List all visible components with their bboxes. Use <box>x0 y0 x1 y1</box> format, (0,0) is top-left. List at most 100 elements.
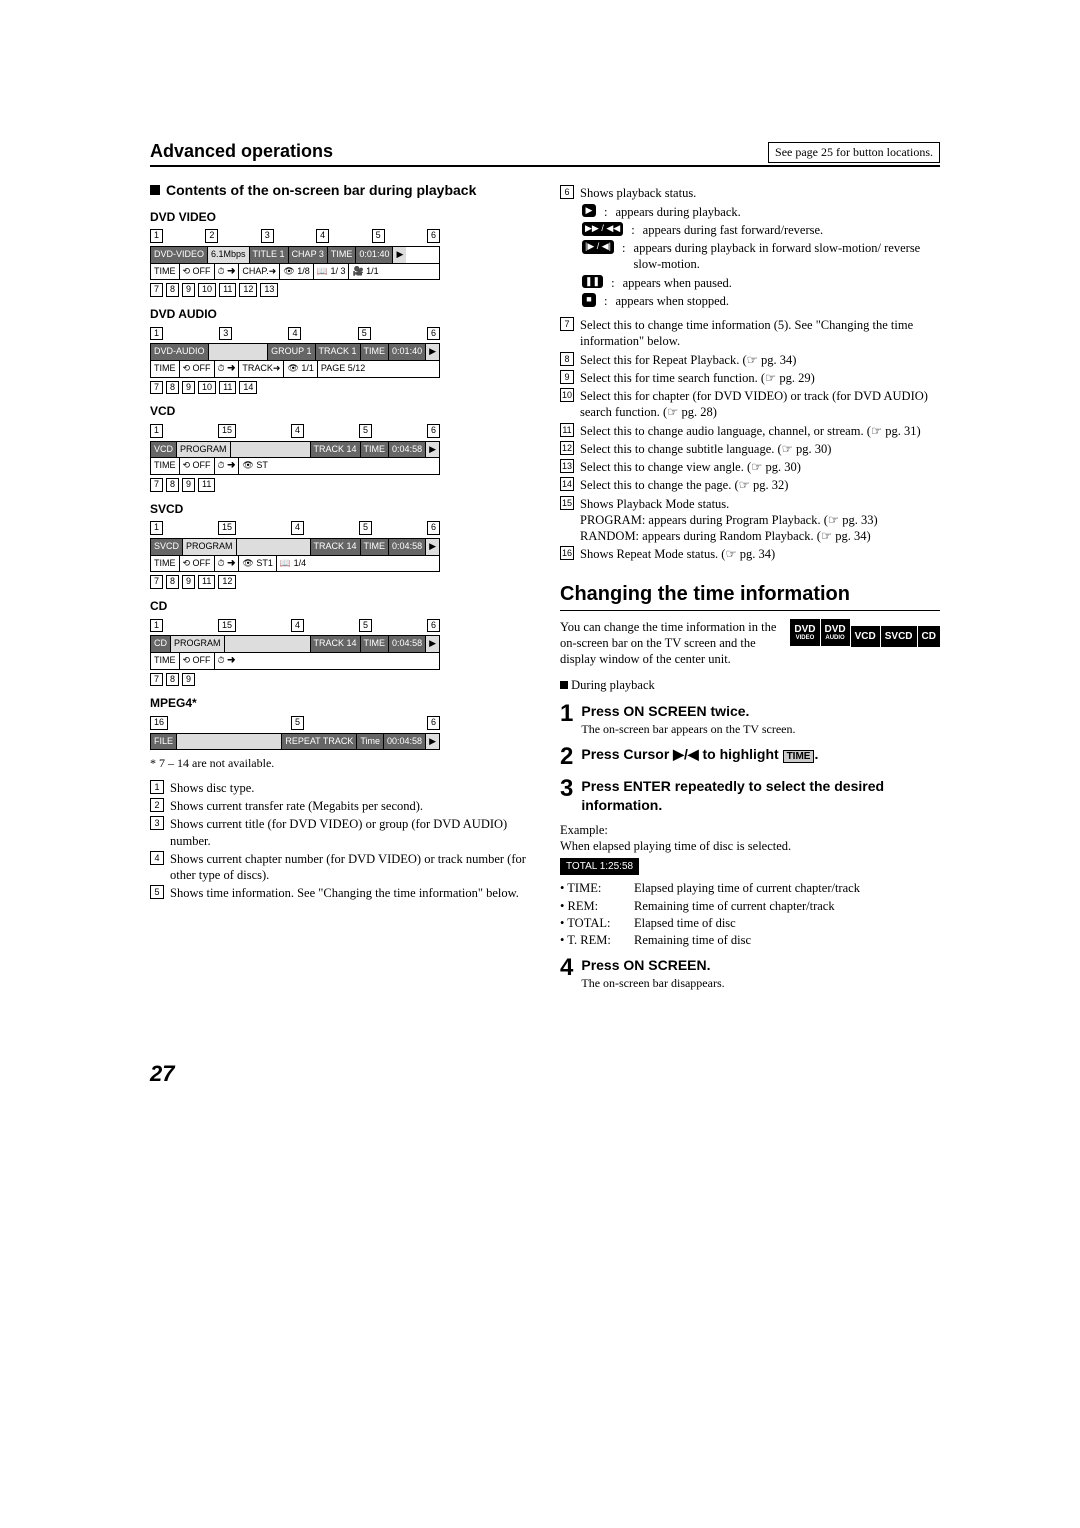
list-number: 16 <box>560 546 574 560</box>
playback-status-icon: ▶▶ / ◀◀ <box>582 222 623 236</box>
status-row: |▶ / ◀|:appears during playback in forwa… <box>582 240 940 273</box>
top-legend: 1656 <box>150 716 440 730</box>
definition-row: • REM:Remaining time of current chapter/… <box>560 898 940 914</box>
time-highlight: TIME <box>783 750 815 763</box>
def-term: • TIME: <box>560 880 630 896</box>
disc-label: SVCD <box>150 502 530 518</box>
list-text: Shows current title (for DVD VIDEO) or g… <box>170 816 530 849</box>
bottom-legend: 78911 <box>150 478 310 492</box>
list-number: 2 <box>150 798 164 812</box>
disc-label: MPEG4* <box>150 696 530 712</box>
list-number: 14 <box>560 477 574 491</box>
list-item: 13 Select this to change view angle. (☞ p… <box>560 459 940 475</box>
list-number: 13 <box>560 459 574 473</box>
def-value: Elapsed playing time of current chapter/… <box>634 880 860 896</box>
list-number: 15 <box>560 496 574 510</box>
list-text: Select this for chapter (for DVD VIDEO) … <box>580 388 940 421</box>
def-term: • REM: <box>560 898 630 914</box>
bottom-legend: 789 <box>150 673 270 687</box>
osd-bar-row2: TIME⟲ OFF⏱ ➜CHAP.➜👁 1/8📖 1/ 3🎥 1/1 <box>150 264 440 281</box>
during-playback: During playback <box>560 677 940 693</box>
page-reference-box: See page 25 for button locations. <box>768 142 940 164</box>
list-item: 16Shows Repeat Mode status. (☞ pg. 34) <box>560 546 940 562</box>
list-text: Shows current transfer rate (Megabits pe… <box>170 798 423 814</box>
example-label: Example: <box>560 822 940 838</box>
osd-bar-row1: DVD-VIDEO6.1MbpsTITLE 1CHAP 3TIME0:01:40… <box>150 246 440 264</box>
section-time-heading: Changing the time information <box>560 581 940 611</box>
playback-status-icon: ❚❚ <box>582 275 603 289</box>
format-badge: SVCD <box>881 626 917 647</box>
bottom-legend: 789101114 <box>150 381 390 395</box>
def-value: Remaining time of disc <box>634 932 751 948</box>
list-item: 15Shows Playback Mode status.PROGRAM: ap… <box>560 496 940 545</box>
list-item: 10 Select this for chapter (for DVD VIDEO… <box>560 388 940 421</box>
step-number: 1 <box>560 702 573 738</box>
list-text: Select this to change the page. (☞ pg. 3… <box>580 477 788 493</box>
top-legend: 115456 <box>150 424 440 438</box>
step: 3Press ENTER repeatedly to select the de… <box>560 777 940 813</box>
status-text: appears during playback in forward slow-… <box>634 240 940 273</box>
square-bullet-icon <box>560 681 568 689</box>
list-number: 3 <box>150 816 164 830</box>
def-value: Elapsed time of disc <box>634 915 736 931</box>
osd-bar-row2: TIME⟲ OFF⏱ ➜👁 ST1📖 1/4 <box>150 556 440 573</box>
list-number: 1 <box>150 780 164 794</box>
osd-bar-row2: TIME⟲ OFF⏱ ➜ <box>150 653 440 670</box>
left-column: Contents of the on-screen bar during pla… <box>150 177 530 1000</box>
list-number: 10 <box>560 388 574 402</box>
step: 2Press Cursor ▶/◀ to highlight TIME. <box>560 745 940 769</box>
list-number: 5 <box>150 885 164 899</box>
definition-row: • TOTAL:Elapsed time of disc <box>560 915 940 931</box>
osd-bar-row2: TIME⟲ OFF⏱ ➜👁 ST <box>150 458 440 475</box>
playback-status-icon: |▶ / ◀| <box>582 240 614 254</box>
content-columns: Contents of the on-screen bar during pla… <box>150 177 940 1000</box>
format-badge: CD <box>918 626 940 647</box>
list-item: 14 Select this to change the page. (☞ pg.… <box>560 477 940 493</box>
list-number: 4 <box>150 851 164 865</box>
top-legend: 123456 <box>150 229 440 243</box>
list-text: Select this to change time information (… <box>580 317 940 350</box>
top-legend: 115456 <box>150 619 440 633</box>
top-legend: 115456 <box>150 521 440 535</box>
list-text: Select this for Repeat Playback. (☞ pg. … <box>580 352 796 368</box>
list-number: 9 <box>560 370 574 384</box>
status-row: ▶▶ / ◀◀:appears during fast forward/reve… <box>582 222 940 238</box>
format-badge: DVDAUDIO <box>821 619 850 647</box>
disc-label: DVD VIDEO <box>150 210 530 226</box>
list-item: 2 Shows current transfer rate (Megabits p… <box>150 798 530 814</box>
list-number: 12 <box>560 441 574 455</box>
list-item: 12Select this to change subtitle languag… <box>560 441 940 457</box>
bottom-legend: 7891112 <box>150 575 350 589</box>
page-header: Advanced operations See page 25 for butt… <box>150 140 940 167</box>
status-text: appears when stopped. <box>615 293 729 309</box>
status-row: ■:appears when stopped. <box>582 293 940 309</box>
disc-label: CD <box>150 599 530 615</box>
status-row: ▶:appears during playback. <box>582 204 940 220</box>
list-item: 9Select this for time search function. (… <box>560 370 940 386</box>
list-text: Select this to change view angle. (☞ pg.… <box>580 459 801 475</box>
osd-bar-row1: SVCDPROGRAMTRACK 14TIME0:04:58▶ <box>150 538 440 556</box>
format-badge: VCD <box>851 626 880 647</box>
list-item: 7 Select this to change time information … <box>560 317 940 350</box>
format-badge: DVDVIDEO <box>790 619 819 647</box>
step-4: 4 Press ON SCREEN. The on-screen bar dis… <box>560 956 940 992</box>
step-desc: The on-screen bar disappears. <box>581 976 724 992</box>
list-number: 7 <box>560 317 574 331</box>
section-contents-heading: Contents of the on-screen bar during pla… <box>150 181 530 199</box>
osd-bar-row1: CDPROGRAMTRACK 14TIME0:04:58▶ <box>150 635 440 653</box>
list-item: 5Shows time information. See "Changing t… <box>150 885 530 901</box>
definition-row: • T. REM:Remaining time of disc <box>560 932 940 948</box>
right-definition-list: 7 Select this to change time information … <box>560 317 940 563</box>
disc-label: DVD AUDIO <box>150 307 530 323</box>
format-badges: DVDVIDEODVDAUDIOVCDSVCDCD <box>789 619 940 647</box>
step-number: 2 <box>560 745 573 769</box>
page-number: 27 <box>150 1060 940 1089</box>
list-item: 8Select this for Repeat Playback. (☞ pg.… <box>560 352 940 368</box>
list-item: 4Shows current chapter number (for DVD V… <box>150 851 530 884</box>
def-value: Remaining time of current chapter/track <box>634 898 835 914</box>
step-number: 3 <box>560 777 573 813</box>
bottom-legend: 78910111213 <box>150 283 430 297</box>
status-text: appears during playback. <box>615 204 740 220</box>
step: 1Press ON SCREEN twice.The on-screen bar… <box>560 702 940 738</box>
list-number: 11 <box>560 423 574 437</box>
